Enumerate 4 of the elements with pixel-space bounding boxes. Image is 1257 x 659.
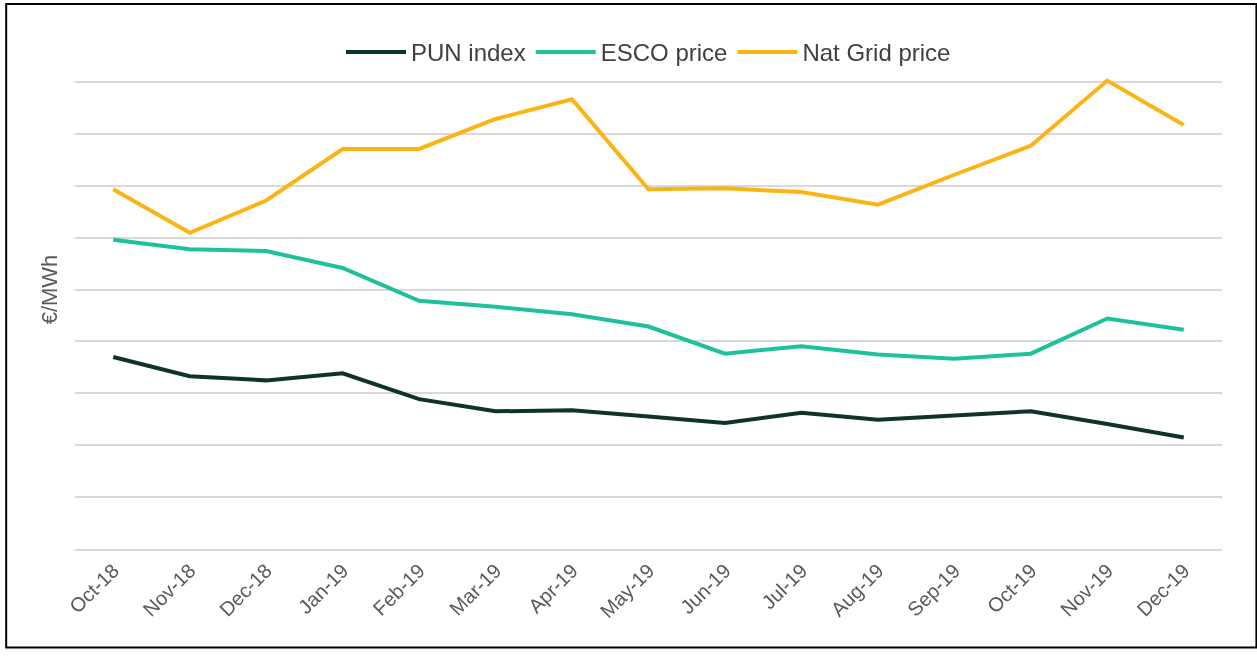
legend-label: PUN index	[411, 39, 526, 67]
y-axis-title: €/MWh	[36, 254, 62, 325]
legend-label: Nat Grid price	[802, 39, 951, 67]
legend-label: ESCO price	[600, 39, 728, 67]
